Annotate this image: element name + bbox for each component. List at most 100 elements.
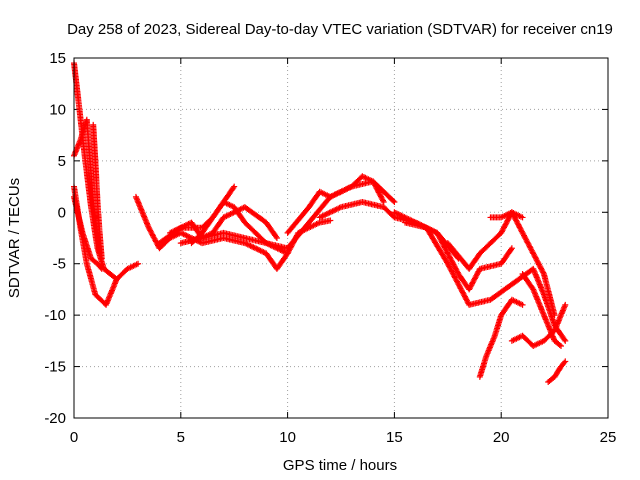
y-axis-label: SDTVAR / TECUs [6, 178, 23, 298]
data-point [273, 235, 280, 241]
data-point-run [157, 236, 172, 251]
data-point-run [546, 374, 557, 384]
data-point-run [243, 220, 258, 235]
series-trace-17 [476, 296, 526, 380]
data-point-run [285, 220, 311, 251]
x-tick-label: 10 [279, 429, 296, 446]
data-point-run [210, 200, 226, 220]
data-point-run [103, 277, 120, 307]
data-point [167, 229, 174, 236]
data-point-run [467, 297, 492, 308]
data-point-run [552, 338, 563, 348]
data-point-run [222, 230, 247, 241]
data-point-run [71, 138, 83, 158]
data-point-run [96, 231, 105, 261]
y-tick-label: -20 [44, 410, 66, 427]
series-trace-10 [188, 199, 291, 257]
data-point-run [499, 298, 514, 317]
data-point-run [370, 179, 386, 204]
data-point [231, 183, 238, 190]
data-point-run [306, 190, 322, 209]
data-point-run [360, 174, 375, 184]
data-point-run [243, 240, 268, 256]
y-tick-label: 10 [49, 101, 66, 118]
data-point-run [253, 231, 269, 245]
data-point-run [499, 246, 514, 266]
data-point-run [306, 195, 333, 225]
data-point [220, 214, 227, 221]
data-point-run [200, 230, 225, 241]
grid [74, 58, 608, 418]
data-point [98, 255, 105, 262]
data-point [113, 276, 120, 283]
y-tick-label: 15 [49, 50, 66, 67]
data-point-run [530, 267, 547, 297]
data-point-run [381, 205, 397, 220]
data-point-run [222, 199, 236, 210]
y-tick-label: -5 [53, 256, 66, 273]
data-point-run [189, 231, 204, 245]
data-point-run [467, 251, 482, 271]
data-point-run [483, 334, 498, 358]
chart-title: Day 258 of 2023, Sidereal Day-to-day VTE… [67, 21, 613, 38]
data-point-run [434, 231, 461, 276]
data-point-run [424, 226, 450, 266]
x-tick-label: 0 [70, 429, 78, 446]
data-point-run [307, 220, 322, 230]
data-point [327, 217, 334, 224]
plot-frame [73, 57, 609, 419]
y-tick-label: 5 [58, 153, 66, 170]
data-point-run [318, 204, 343, 220]
tick-labels: 0 5 10 15 20 25 15 10 5 0 -5 -10 -15 -20 [44, 50, 616, 446]
x-tick-label: 15 [386, 429, 403, 446]
data-point-run [200, 235, 225, 246]
data-point [327, 193, 334, 200]
series-trace-20 [545, 358, 569, 385]
data-point-run [89, 256, 100, 266]
data-point-run [95, 262, 104, 271]
data-point-run [328, 184, 354, 200]
data-point [519, 214, 526, 221]
data-point-run [274, 251, 290, 271]
data-point [391, 199, 398, 205]
data-point-run [552, 364, 564, 379]
data-point [284, 250, 291, 257]
data-point-run [360, 199, 386, 210]
data-point-run [478, 241, 493, 256]
series-trace-3 [71, 116, 103, 257]
data-point-run [83, 118, 97, 204]
series-trace-11 [284, 173, 387, 236]
data-point-run [541, 272, 558, 317]
data-point-run [520, 272, 536, 292]
data-point-run [541, 293, 558, 327]
data-point-run [510, 210, 524, 220]
y-tick-label: -15 [44, 359, 66, 376]
series-trace-5 [90, 121, 105, 262]
data-point-run [264, 220, 279, 240]
data-point-run [92, 159, 101, 204]
data-point [562, 337, 569, 344]
data-point-run [339, 199, 364, 210]
data-point [434, 229, 441, 236]
x-tick-label: 25 [600, 429, 617, 446]
series-trace-14 [402, 219, 569, 344]
data-point-run [285, 205, 311, 235]
data-point-run [559, 359, 568, 369]
series-trace-16 [487, 209, 526, 221]
data-point-run [488, 231, 503, 245]
data-point-run [510, 297, 524, 308]
data-point [380, 199, 387, 205]
data-point-run [222, 235, 247, 246]
data-point-run [492, 313, 504, 338]
y-tick-label: 0 [58, 204, 66, 221]
data-point-run [243, 205, 268, 225]
data-point-run [133, 195, 152, 230]
data-point-run [125, 261, 140, 272]
series-trace-19 [519, 271, 565, 349]
y-tick-label: -10 [44, 307, 66, 324]
data-point-run [466, 267, 483, 292]
data-point [508, 245, 515, 252]
data-point-run [90, 123, 99, 163]
